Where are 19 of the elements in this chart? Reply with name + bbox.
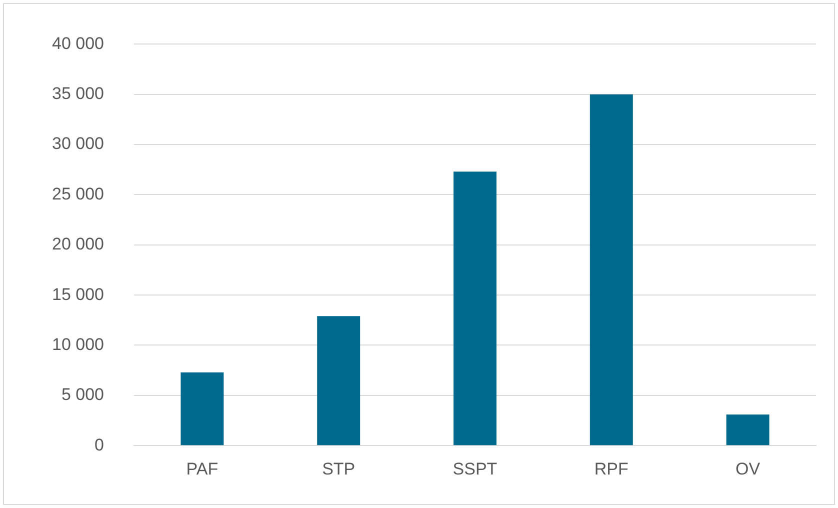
x-tick-label: SSPT xyxy=(452,459,498,478)
y-tick-label: 25 000 xyxy=(52,184,104,204)
y-tick-label: 40 000 xyxy=(52,34,104,53)
y-tick-label: 5 000 xyxy=(61,385,104,404)
x-tick-label: OV xyxy=(736,459,761,478)
x-tick-label: RPF xyxy=(594,459,628,478)
bar xyxy=(317,316,360,446)
x-tick-label: STP xyxy=(322,459,356,478)
bar xyxy=(180,372,224,446)
y-tick-label: 20 000 xyxy=(52,234,104,254)
bar xyxy=(590,94,633,446)
bar xyxy=(454,172,496,446)
y-tick-label: 15 000 xyxy=(52,284,104,304)
y-tick-label: 30 000 xyxy=(52,134,104,154)
y-tick-label: 10 000 xyxy=(52,334,104,354)
y-tick-label: 0 xyxy=(94,435,104,454)
x-tick-label: PAF xyxy=(186,459,218,478)
bar xyxy=(726,414,770,446)
y-tick-label: 35 000 xyxy=(52,84,104,104)
